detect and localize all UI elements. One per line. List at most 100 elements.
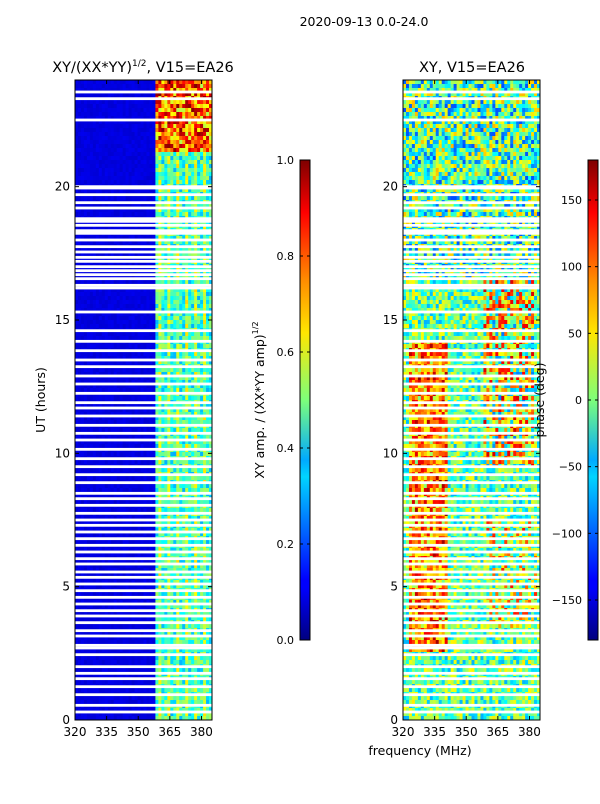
- heatmap-cell: [146, 164, 150, 169]
- heatmap-cell: [155, 308, 159, 313]
- heatmap-cell: [95, 196, 100, 201]
- heatmap-cell: [173, 384, 177, 389]
- heatmap-cell: [140, 388, 144, 393]
- heatmap-cell: [173, 344, 177, 349]
- heatmap-cell: [170, 236, 174, 241]
- heatmap-cell: [152, 208, 156, 213]
- heatmap-cell: [77, 372, 82, 377]
- heatmap-cell: [191, 376, 195, 381]
- heatmap-cell: [152, 312, 156, 317]
- heatmap-cell: [185, 104, 189, 109]
- heatmap-cell: [101, 360, 106, 365]
- heatmap-cell: [170, 148, 174, 153]
- heatmap-cell: [122, 336, 127, 341]
- heatmap-cell: [92, 248, 97, 253]
- heatmap-cell: [173, 300, 177, 305]
- heatmap-cell: [152, 332, 156, 337]
- heatmap-cell: [83, 452, 88, 457]
- heatmap-cell: [197, 108, 201, 113]
- heatmap-cell: [191, 320, 195, 325]
- heatmap-cell: [161, 168, 165, 173]
- heatmap-cell: [125, 112, 130, 117]
- heatmap-cell: [188, 292, 192, 297]
- heatmap-cell: [173, 376, 177, 381]
- heatmap-cell: [95, 500, 100, 505]
- heatmap-cell: [176, 188, 180, 193]
- heatmap-cell: [119, 324, 124, 329]
- heatmap-cell: [116, 292, 121, 297]
- heatmap-cell: [125, 132, 130, 137]
- heatmap-cell: [143, 124, 147, 129]
- heatmap-cell: [206, 236, 210, 241]
- heatmap-cell: [140, 252, 144, 257]
- heatmap-cell: [83, 412, 88, 417]
- heatmap-cell: [131, 92, 135, 97]
- heatmap-cell: [125, 280, 130, 285]
- heatmap-cell: [209, 100, 213, 105]
- heatmap-cell: [200, 240, 204, 245]
- heatmap-cell: [83, 240, 88, 245]
- heatmap-cell: [170, 344, 174, 349]
- heatmap-cell: [179, 360, 183, 365]
- heatmap-cell: [140, 136, 144, 141]
- heatmap-cell: [164, 324, 168, 329]
- heatmap-cell: [164, 380, 168, 385]
- heatmap-cell: [134, 420, 138, 425]
- heatmap-cell: [203, 476, 207, 481]
- heatmap-cell: [83, 164, 88, 169]
- heatmap-cell: [194, 352, 198, 357]
- heatmap-cell: [95, 104, 100, 109]
- heatmap-cell: [197, 308, 201, 313]
- heatmap-cell: [119, 396, 124, 401]
- heatmap-cell: [80, 332, 85, 337]
- heatmap-cell: [134, 296, 138, 301]
- heatmap-cell: [75, 344, 79, 349]
- heatmap-cell: [86, 176, 91, 181]
- heatmap-cell: [98, 300, 103, 305]
- heatmap-cell: [197, 304, 201, 309]
- heatmap-cell: [107, 344, 112, 349]
- heatmap-cell: [107, 176, 112, 181]
- heatmap-cell: [134, 300, 138, 305]
- heatmap-cell: [83, 468, 88, 473]
- heatmap-cell: [98, 428, 103, 433]
- heatmap-cell: [209, 500, 213, 505]
- heatmap-cell: [125, 308, 130, 313]
- heatmap-cell: [107, 360, 112, 365]
- heatmap-cell: [158, 208, 162, 213]
- heatmap-cell: [149, 412, 153, 417]
- heatmap-cell: [98, 124, 103, 129]
- heatmap-cell: [203, 148, 207, 153]
- heatmap-cell: [75, 488, 79, 493]
- heatmap-cell: [158, 412, 162, 417]
- heatmap-cell: [131, 124, 135, 129]
- heatmap-cell: [92, 440, 97, 445]
- heatmap-cell: [89, 444, 94, 449]
- heatmap-cell: [158, 332, 162, 337]
- heatmap-cell: [134, 452, 138, 457]
- heatmap-cell: [182, 428, 186, 433]
- heatmap-cell: [179, 468, 183, 473]
- heatmap-cell: [185, 376, 189, 381]
- heatmap-cell: [137, 168, 141, 173]
- heatmap-cell: [209, 168, 213, 173]
- heatmap-cell: [173, 176, 177, 181]
- heatmap-cell: [179, 376, 183, 381]
- heatmap-cell: [89, 148, 94, 153]
- heatmap-cell: [75, 444, 79, 449]
- heatmap-cell: [167, 444, 171, 449]
- heatmap-cell: [152, 368, 156, 373]
- heatmap-cell: [101, 280, 106, 285]
- heatmap-cell: [116, 140, 121, 145]
- heatmap-cell: [209, 484, 213, 489]
- heatmap-cell: [137, 280, 141, 285]
- heatmap-cell: [95, 384, 100, 389]
- heatmap-cell: [134, 308, 138, 313]
- heatmap-cell: [176, 288, 180, 293]
- heatmap-cell: [185, 156, 189, 161]
- heatmap-cell: [146, 488, 150, 493]
- heatmap-cell: [197, 112, 201, 117]
- heatmap-cell: [116, 396, 121, 401]
- heatmap-cell: [104, 252, 109, 257]
- heatmap-cell: [134, 236, 138, 241]
